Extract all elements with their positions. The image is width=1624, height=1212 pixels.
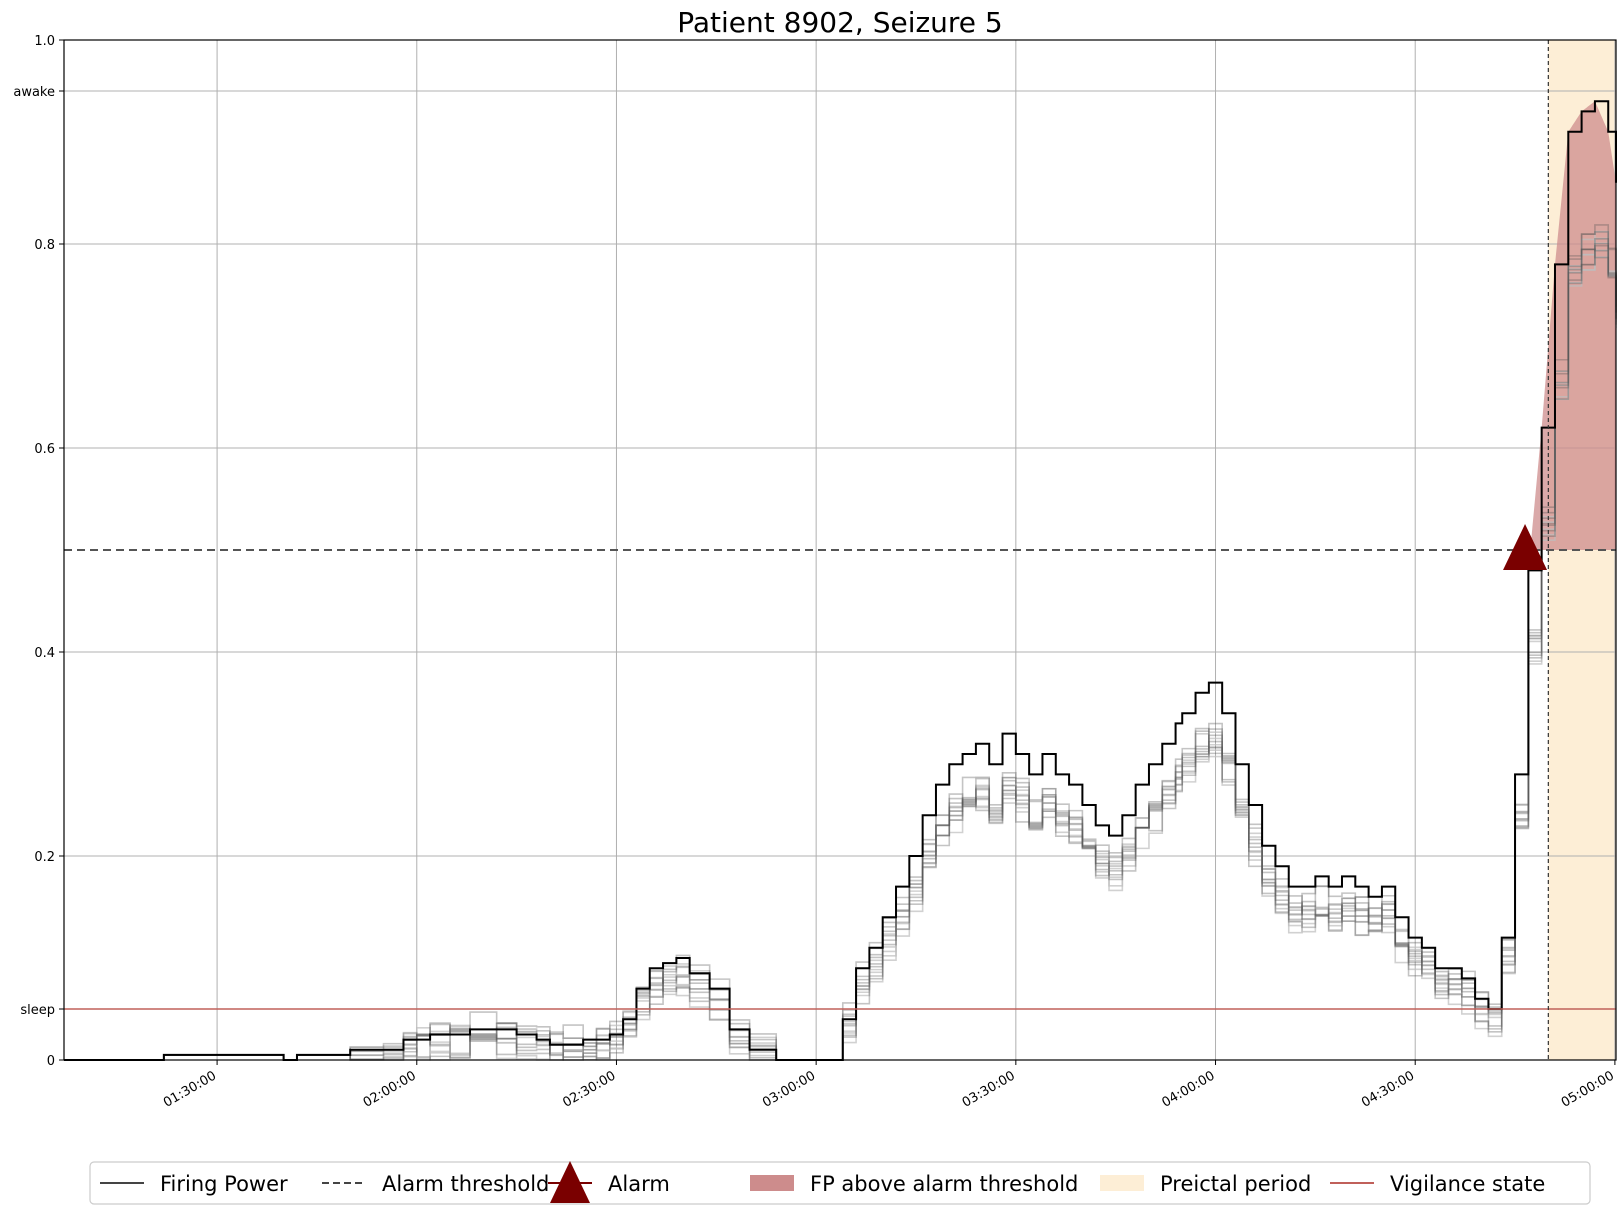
firing-power-ensemble-line <box>64 249 1617 1061</box>
x-tick-label: 01:30:00 <box>161 1068 219 1110</box>
x-tick-label: 04:00:00 <box>1159 1068 1217 1110</box>
x-tick-label: 05:00:00 <box>1559 1068 1617 1110</box>
y-tick-label: 0.8 <box>34 238 55 253</box>
legend: Firing Power Alarm threshold Alarm FP above… <box>89 1161 1591 1205</box>
firing-power-ensemble-line <box>64 230 1617 1061</box>
x-tick-label: 02:00:00 <box>361 1068 419 1110</box>
legend-box <box>89 1161 1591 1205</box>
firing-power-ensemble-line <box>64 244 1617 1061</box>
y-tick-label: 1.0 <box>34 34 55 49</box>
plot-frame <box>63 39 1617 1061</box>
x-tick-label: 02:30:00 <box>560 1068 618 1110</box>
firing-power-ensemble-line <box>64 248 1617 1061</box>
firing-power-ensemble-line <box>64 256 1617 1061</box>
legend-fp-above-swatch <box>750 1175 794 1191</box>
y-tick-label: 0.4 <box>34 646 55 661</box>
alarm-marker <box>1503 524 1548 570</box>
y-tick-label: awake <box>13 85 55 100</box>
legend-label: Preictal period <box>1160 1172 1311 1196</box>
firing-power-line <box>64 100 1617 1061</box>
legend-label: FP above alarm threshold <box>810 1172 1078 1196</box>
plot-area: 0 sleep 0.2 0.4 0.6 0.8 awake 1.0 01:30:00 02:00:… <box>13 34 1617 1111</box>
firing-power-ensemble-line <box>64 242 1617 1061</box>
legend-label: Alarm <box>608 1172 670 1196</box>
x-tick-label: 03:00:00 <box>760 1068 818 1110</box>
firing-power-ensemble-line <box>64 238 1617 1061</box>
y-tick-label: 0 <box>47 1054 55 1069</box>
firing-power-ensemble-line <box>64 231 1617 1061</box>
legend-preictal-swatch <box>1100 1175 1144 1191</box>
y-tick-label: 0.2 <box>34 850 55 865</box>
fp-above-threshold-area <box>1530 101 1616 550</box>
firing-power-ensemble-line <box>64 224 1617 1061</box>
y-tick-label: sleep <box>20 1003 55 1018</box>
legend-label: Vigilance state <box>1390 1172 1545 1196</box>
firing-power-ensemble-line <box>64 237 1617 1061</box>
y-tick-label: 0.6 <box>34 442 55 457</box>
x-tick-label: 03:30:00 <box>960 1068 1018 1110</box>
chart-title: Patient 8902, Seizure 5 <box>677 6 1003 39</box>
firing-power-ensemble-line <box>64 238 1617 1061</box>
legend-alarm-marker-swatch <box>550 1161 590 1203</box>
firing-power-ensemble-line <box>64 248 1617 1061</box>
legend-label: Firing Power <box>160 1172 288 1196</box>
legend-label: Alarm threshold <box>382 1172 549 1196</box>
x-tick-label: 04:30:00 <box>1359 1068 1417 1110</box>
